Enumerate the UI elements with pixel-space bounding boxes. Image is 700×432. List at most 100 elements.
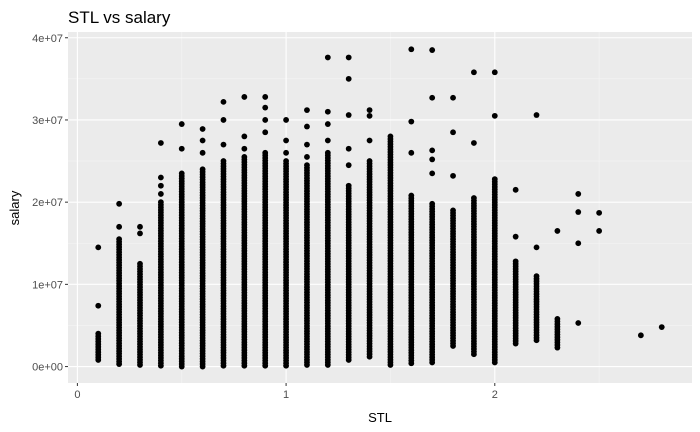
data-point [262,129,269,136]
y-tick-label: 1e+07 [32,279,63,291]
data-point [596,228,603,234]
data-point [429,147,436,154]
data-point [429,47,436,53]
data-point [387,362,394,368]
data-point [554,344,561,351]
data-point [637,332,644,339]
data-point [178,145,185,152]
data-point [471,351,477,358]
data-point [345,162,352,169]
data-point [345,145,352,152]
data-point [178,363,185,370]
data-point [450,94,456,101]
data-point [199,149,206,156]
y-tick-label: 0e+00 [32,362,63,374]
data-point [178,121,185,127]
data-point [304,154,310,160]
data-point [408,46,415,53]
chart-title: STL vs salary [68,8,171,27]
data-point [575,191,582,197]
data-point [324,108,331,115]
data-point [429,170,436,177]
data-point [304,123,310,130]
data-point [366,112,373,119]
data-point [116,223,123,230]
data-point [241,133,248,140]
data-point [512,186,519,193]
data-point [199,137,206,144]
x-tick-label: 2 [492,389,498,401]
y-tick-label: 3e+07 [32,115,63,127]
data-point [262,104,269,111]
data-point [283,117,289,123]
data-point [491,112,498,119]
y-tick-label: 2e+07 [32,197,63,209]
data-point [283,137,289,144]
data-point [491,359,498,366]
data-point [408,360,415,367]
x-axis: 0 1 2 [74,383,498,401]
data-point [95,302,102,309]
data-point [241,362,248,369]
data-point [450,129,456,136]
data-point [533,112,540,118]
data-point [199,126,206,132]
data-point [116,361,123,367]
data-point [575,209,582,215]
data-point [429,94,436,101]
data-point [366,353,373,360]
data-point [137,223,143,230]
data-point [324,362,331,368]
data-point [575,240,582,247]
x-tick-label: 0 [74,389,80,401]
data-point [429,359,436,366]
data-point [512,233,519,240]
data-point [116,200,123,207]
data-point [283,149,289,156]
data-point [324,54,331,61]
data-point [345,75,352,82]
data-point [95,357,102,363]
y-axis: 0e+00 1e+07 2e+07 3e+07 4e+07 [32,33,68,374]
data-point [512,340,519,347]
data-point [304,362,310,368]
data-point [304,141,310,148]
data-point [408,149,415,156]
data-point [157,191,164,197]
data-point [533,244,540,251]
data-point [220,98,227,105]
data-point [324,121,331,127]
data-point [324,137,331,144]
data-point [491,69,498,76]
data-point [533,337,540,344]
data-point [262,94,269,100]
data-point [220,117,227,123]
data-point [157,140,164,146]
data-point [241,94,248,100]
data-point [429,156,436,163]
x-tick-label: 1 [283,389,289,401]
data-point [157,182,164,189]
data-point [345,54,352,61]
data-point [658,324,665,331]
y-tick-label: 4e+07 [32,33,63,45]
data-point [450,343,456,349]
data-point [137,362,143,368]
x-axis-title: STL [368,410,392,425]
data-point [157,362,164,369]
data-point [220,362,227,369]
data-point [450,172,456,179]
data-point [366,107,373,113]
data-point [345,357,352,363]
data-point [408,118,415,125]
data-point [345,112,352,118]
data-point [262,362,269,369]
data-point [241,145,248,152]
data-point [366,137,373,144]
data-point [554,228,561,234]
data-point [199,363,206,370]
y-axis-title: salary [7,190,22,225]
data-point [95,244,102,251]
data-point [304,107,310,113]
